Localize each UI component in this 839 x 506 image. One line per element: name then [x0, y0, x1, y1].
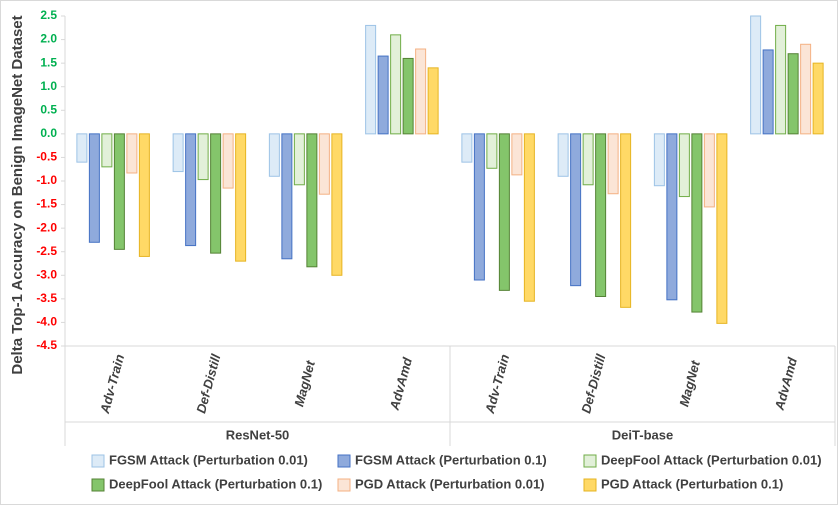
y-tick-label: 2.5 [40, 8, 57, 22]
bar [402, 57, 414, 135]
bar [498, 133, 510, 291]
bar [775, 24, 787, 135]
y-tick-label: -1.5 [36, 197, 57, 211]
bar [620, 133, 632, 308]
bar [570, 133, 582, 287]
bar [76, 133, 88, 163]
legend-label: DeepFool Attack (Perturbation 0.1) [109, 476, 322, 491]
bar [595, 133, 607, 297]
bar [762, 49, 774, 135]
legend-swatch [337, 478, 351, 492]
bar [750, 15, 762, 135]
y-tick-label: -0.5 [36, 150, 57, 164]
legend-label: FGSM Attack (Perturbation 0.1) [355, 452, 547, 467]
y-tick-label: 0.0 [40, 126, 57, 140]
bar [716, 133, 728, 324]
bar [486, 133, 498, 169]
y-tick-label: -3.5 [36, 291, 57, 305]
bar [197, 133, 209, 181]
bar [293, 133, 305, 186]
bar [703, 133, 715, 208]
bar [557, 133, 569, 177]
bar [318, 133, 330, 195]
bar [607, 133, 619, 195]
legend-swatch [91, 478, 105, 492]
y-tick-label: -2.5 [36, 244, 57, 258]
y-tick-label: 1.5 [40, 55, 57, 69]
bar [88, 133, 100, 243]
bar [113, 133, 125, 250]
bar [427, 67, 439, 135]
y-tick-label: 1.0 [40, 79, 57, 93]
bar [365, 24, 377, 135]
bar [138, 133, 150, 257]
y-tick-label: -4.5 [36, 338, 57, 352]
bar [331, 133, 343, 276]
bar [126, 133, 138, 174]
bar [390, 34, 402, 135]
legend-swatch [583, 454, 597, 468]
bar [678, 133, 690, 198]
y-axis-title: Delta Top-1 Accuracy on Benign ImageNet … [9, 15, 26, 374]
legend-swatch [91, 454, 105, 468]
legend-swatch [583, 478, 597, 492]
bar [235, 133, 247, 262]
y-tick-label: -1.0 [36, 173, 57, 187]
bar [523, 133, 535, 302]
bar [185, 133, 197, 247]
bar [800, 43, 812, 135]
legend-label: DeepFool Attack (Perturbation 0.01) [601, 452, 822, 467]
group-label: DeiT-base [612, 427, 673, 442]
bar [268, 133, 280, 177]
bar [172, 133, 184, 173]
bar [812, 62, 824, 135]
legend-label: FGSM Attack (Perturbation 0.01) [109, 452, 308, 467]
bar [582, 133, 594, 186]
bar [653, 133, 665, 187]
bar [415, 48, 427, 135]
legend-label: PGD Attack (Perturbation 0.01) [355, 476, 545, 491]
bar [511, 133, 523, 176]
bar [473, 133, 485, 281]
y-tick-label: -2.0 [36, 220, 57, 234]
legend-swatch [337, 454, 351, 468]
group-label: ResNet-50 [226, 427, 290, 442]
bar [101, 133, 113, 168]
y-tick-label: -3.0 [36, 267, 57, 281]
bar [666, 133, 678, 301]
bar [461, 133, 473, 163]
bar [210, 133, 222, 254]
y-tick-label: -4.0 [36, 315, 57, 329]
y-tick-label: 2.0 [40, 32, 57, 46]
bar [222, 133, 234, 189]
bar [281, 133, 293, 260]
bar [787, 53, 799, 135]
bar [306, 133, 318, 268]
bar [691, 133, 703, 313]
bar [377, 55, 389, 135]
legend-label: PGD Attack (Perturbation 0.1) [601, 476, 783, 491]
y-tick-label: 0.5 [40, 102, 57, 116]
